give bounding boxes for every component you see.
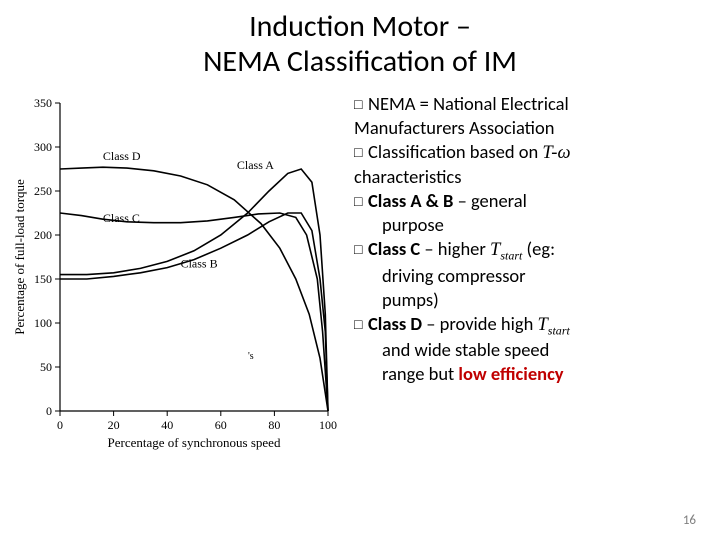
chart-column: 0 50 100 150 200 250 300 350 0 20 40 60 80 100 Percent… <box>8 91 348 456</box>
svg-text:100: 100 <box>319 418 337 432</box>
svg-text:150: 150 <box>34 272 52 286</box>
bullet-class-c-2: driving compressor <box>354 265 702 287</box>
text-column: □NEMA = National Electrical Manufacturer… <box>348 91 702 456</box>
bullet-classification: □Classification based on T-ω <box>354 141 702 165</box>
bullet-class-d-3: range but low efficiency <box>354 363 702 385</box>
svg-text:Class A: Class A <box>237 158 274 172</box>
title-line1: Induction Motor – <box>249 8 471 45</box>
bullet-classification-2: characteristics <box>354 166 702 188</box>
svg-text:40: 40 <box>161 418 173 432</box>
bullet-class-d-2: and wide stable speed <box>354 339 702 361</box>
bullet-nema: □NEMA = National Electrical <box>354 93 702 115</box>
svg-text:Percentage of full-load torque: Percentage of full-load torque <box>12 179 27 335</box>
bullet-class-d: □Class D – provide high Tstart <box>354 313 702 338</box>
content-row: 0 50 100 150 200 250 300 350 0 20 40 60 80 100 Percent… <box>0 79 720 456</box>
svg-text:Class D: Class D <box>103 149 141 163</box>
svg-text:Percentage of synchronous spee: Percentage of synchronous speed <box>108 435 281 450</box>
svg-text:Class B: Class B <box>181 257 218 271</box>
svg-text:0: 0 <box>46 404 52 418</box>
svg-text:50: 50 <box>40 360 52 374</box>
svg-text:Class C: Class C <box>103 211 140 225</box>
bullet-class-c: □Class C – higher Tstart (eg: <box>354 238 702 263</box>
svg-text:80: 80 <box>268 418 280 432</box>
bullet-class-ab-2: purpose <box>354 214 702 236</box>
page-number: 16 <box>683 513 696 528</box>
torque-speed-chart: 0 50 100 150 200 250 300 350 0 20 40 60 80 100 Percent… <box>8 91 348 451</box>
svg-text:350: 350 <box>34 96 52 110</box>
svg-text:100: 100 <box>34 316 52 330</box>
bullet-class-c-3: pumps) <box>354 289 702 311</box>
bullet-class-ab: □Class A & B – general <box>354 190 702 212</box>
omega-s-label: 's <box>248 351 254 362</box>
svg-text:200: 200 <box>34 228 52 242</box>
svg-text:60: 60 <box>215 418 227 432</box>
title-line2: NEMA Classification of IM <box>203 43 517 80</box>
svg-text:20: 20 <box>108 418 120 432</box>
slide-title: Induction Motor – NEMA Classification of… <box>0 0 720 79</box>
svg-text:300: 300 <box>34 140 52 154</box>
svg-text:250: 250 <box>34 184 52 198</box>
svg-text:0: 0 <box>57 418 63 432</box>
bullet-nema-2: Manufacturers Association <box>354 117 702 139</box>
